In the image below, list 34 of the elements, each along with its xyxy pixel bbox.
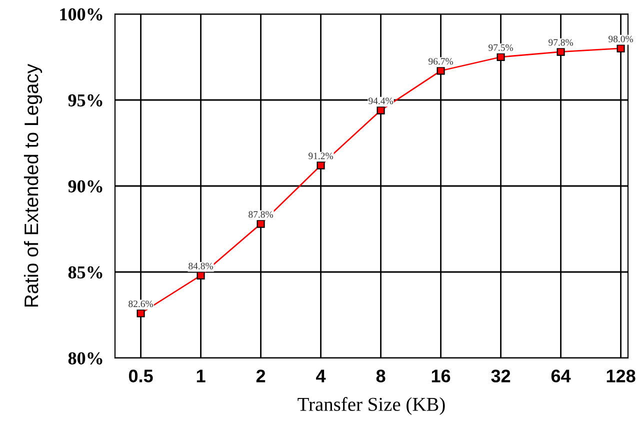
point bbox=[136, 309, 145, 318]
data-label: 87.8% bbox=[248, 211, 274, 218]
x-tick-label: 1 bbox=[196, 370, 206, 382]
x-tick-label: 8 bbox=[376, 370, 386, 382]
data-label: 97.5% bbox=[488, 44, 514, 51]
x-tick-label: 128 bbox=[606, 370, 636, 382]
y-tick-label: 95% bbox=[68, 94, 102, 106]
x-tick-label: 2 bbox=[256, 370, 266, 382]
point bbox=[436, 66, 445, 75]
point bbox=[556, 48, 565, 56]
x-tick-label: 0.5 bbox=[128, 370, 153, 382]
data-label: 84.8% bbox=[188, 262, 214, 270]
data-label: 98.0% bbox=[608, 36, 634, 42]
point bbox=[376, 106, 385, 114]
point bbox=[256, 220, 265, 228]
data-label: 96.7% bbox=[428, 58, 454, 65]
point bbox=[196, 271, 205, 280]
data-label: 97.8% bbox=[548, 39, 574, 46]
point bbox=[496, 52, 505, 62]
point bbox=[316, 161, 325, 170]
x-axis-title: Transfer Size (KB) bbox=[298, 397, 445, 415]
x-tick-label: 64 bbox=[551, 370, 571, 382]
point bbox=[616, 44, 625, 52]
y-tick-label: 85% bbox=[68, 266, 102, 278]
y-tick-label: 100% bbox=[60, 8, 102, 20]
y-tick-label: 80% bbox=[68, 352, 102, 364]
data-label: 82.6% bbox=[128, 300, 154, 308]
data-label: 94.4% bbox=[368, 98, 394, 104]
x-tick-label: 16 bbox=[432, 370, 450, 382]
y-axis-title: Ratio of Extended to Legacy bbox=[24, 64, 42, 307]
y-tick-label: 90% bbox=[68, 180, 102, 192]
data-label: 91.2% bbox=[308, 152, 334, 160]
x-tick-label: 4 bbox=[316, 370, 326, 382]
x-tick-label: 32 bbox=[491, 370, 510, 382]
